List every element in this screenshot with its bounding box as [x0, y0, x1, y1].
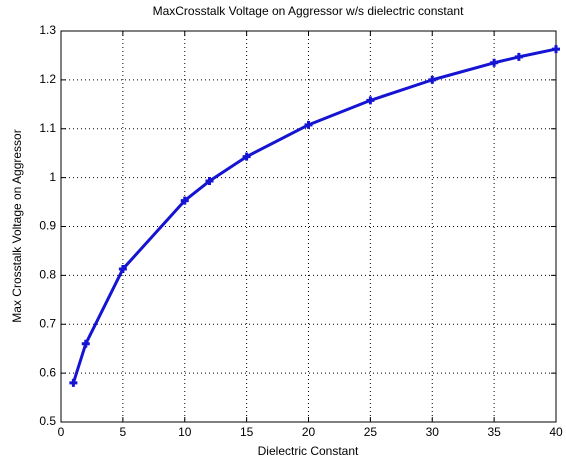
data-line [71, 47, 557, 384]
data-marker [81, 339, 90, 348]
data-marker [205, 177, 214, 186]
data-marker [366, 96, 375, 105]
data-marker [118, 265, 127, 274]
x-tick-label: 25 [364, 425, 378, 439]
data-marker [304, 120, 313, 129]
y-tick-label: 0.6 [39, 365, 56, 379]
x-tick-label: 15 [240, 425, 254, 439]
x-tick-label: 35 [487, 425, 501, 439]
data-marker [180, 196, 189, 205]
data-marker [514, 52, 523, 61]
y-tick-label: 1.2 [39, 72, 56, 86]
data-marker [552, 45, 560, 54]
chart-title: MaxCrosstalk Voltage on Aggressor w/s di… [153, 4, 464, 18]
data-marker [490, 58, 499, 67]
y-tick-label: 1.1 [39, 121, 56, 135]
y-tick-label: 0.8 [39, 268, 56, 282]
data-marker [242, 152, 251, 161]
y-axis-label: Max Crosstalk Voltage on Aggressor [10, 129, 24, 322]
y-tick-label: 1 [49, 170, 56, 184]
y-tick-label: 0.5 [39, 414, 56, 428]
y-tick-label: 0.7 [39, 316, 56, 330]
y-tick-label: 1.3 [39, 23, 56, 37]
x-tick-label: 30 [426, 425, 440, 439]
data-marker [428, 75, 437, 84]
x-tick-label: 10 [178, 425, 192, 439]
x-tick-label: 40 [549, 425, 563, 439]
x-axis-label: Dielectric Constant [258, 444, 359, 458]
plot-frame [60, 30, 557, 423]
x-tick-label: 20 [302, 425, 316, 439]
y-tick-label: 0.9 [39, 219, 56, 233]
x-tick-label: 0 [58, 425, 65, 439]
x-tick-label: 5 [120, 425, 127, 439]
data-marker [69, 378, 78, 387]
